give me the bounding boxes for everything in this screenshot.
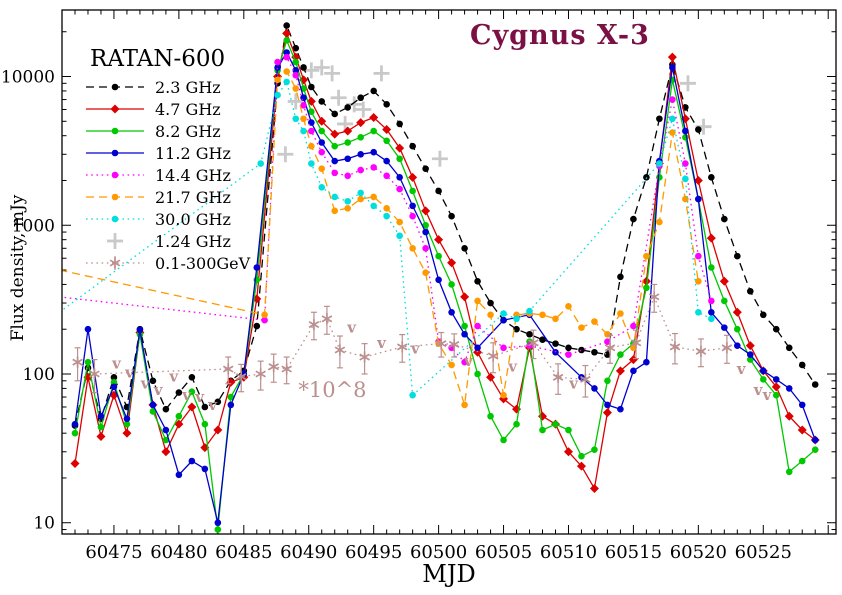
svg-text:v: v xyxy=(376,334,387,352)
svg-text:v: v xyxy=(168,368,179,386)
legend-title: RATAN-600 xyxy=(90,46,226,72)
svg-text:60500: 60500 xyxy=(410,542,467,563)
svg-text:v: v xyxy=(346,319,357,337)
svg-text:60480: 60480 xyxy=(150,542,207,563)
svg-text:v: v xyxy=(153,381,164,399)
legend-item-30.0-ghz: 30.0 GHz xyxy=(84,208,250,230)
legend-marker-21.7-ghz-icon xyxy=(86,193,144,201)
svg-text:v: v xyxy=(507,358,518,376)
legend-label: 0.1-300GeV xyxy=(155,253,251,273)
svg-text:v: v xyxy=(410,340,421,358)
legend-label: 30.0 GHz xyxy=(155,209,231,229)
y-axis-label: Flux density, mJy xyxy=(8,194,28,342)
svg-text:60525: 60525 xyxy=(735,542,792,563)
svg-text:60495: 60495 xyxy=(345,542,402,563)
legend-marker-11.2-ghz-icon xyxy=(86,149,144,157)
svg-text:100: 100 xyxy=(23,365,55,385)
svg-text:v: v xyxy=(568,375,579,393)
legend-item-21.7-ghz: 21.7 GHz xyxy=(84,186,250,208)
legend-marker-2.3-ghz-icon xyxy=(86,83,144,91)
svg-text:60475: 60475 xyxy=(85,542,142,563)
legend-label: 2.3 GHz xyxy=(155,77,221,97)
svg-text:v: v xyxy=(207,396,218,414)
legend-marker-0.1-300gev-icon xyxy=(86,256,144,270)
svg-text:v: v xyxy=(194,388,205,406)
legend-label: 11.2 GHz xyxy=(155,143,231,163)
svg-text:60515: 60515 xyxy=(605,542,662,563)
svg-text:v: v xyxy=(181,386,192,404)
legend-item-0.1-300gev: 0.1-300GeV xyxy=(84,252,250,274)
legend-marker-4.7-ghz-icon xyxy=(86,104,144,114)
legend-item-1.24-ghz: 1.24 GHz xyxy=(84,230,250,252)
legend-marker-1.24-ghz-icon xyxy=(107,233,123,249)
svg-text:*10^8: *10^8 xyxy=(298,378,366,402)
svg-text:v: v xyxy=(762,386,773,404)
svg-text:10: 10 xyxy=(33,514,55,534)
svg-text:v: v xyxy=(111,354,122,372)
svg-text:1000: 1000 xyxy=(12,216,55,236)
legend-item-11.2-ghz: 11.2 GHz xyxy=(84,142,250,164)
legend-item-14.4-ghz: 14.4 GHz xyxy=(84,164,250,186)
legend-marker-8.2-ghz-icon xyxy=(86,127,144,135)
svg-text:v: v xyxy=(124,364,135,382)
svg-text:v: v xyxy=(736,360,747,378)
legend-marker-30.0-ghz-icon xyxy=(86,215,144,223)
legend-label: 14.4 GHz xyxy=(155,165,231,185)
legend-label: 21.7 GHz xyxy=(155,187,231,207)
legend-items: 2.3 GHz 4.7 GHz 8.2 GHz 11.2 GHz 14.4 GHz 21.… xyxy=(84,76,250,274)
legend-label: 1.24 GHz xyxy=(155,231,231,251)
svg-text:v: v xyxy=(463,352,474,370)
x-axis-label: MJD xyxy=(422,560,476,588)
legend-item-4.7-ghz: 4.7 GHz xyxy=(84,98,250,120)
svg-text:60510: 60510 xyxy=(540,542,597,563)
svg-text:v: v xyxy=(140,375,151,393)
legend-label: 8.2 GHz xyxy=(155,121,221,141)
legend-marker-14.4-ghz-icon xyxy=(86,171,144,179)
legend-label: 4.7 GHz xyxy=(155,99,221,119)
legend-item-2.3-ghz: 2.3 GHz xyxy=(84,76,250,98)
svg-text:60490: 60490 xyxy=(280,542,337,563)
legend: RATAN-600 2.3 GHz 4.7 GHz 8.2 GHz 11.2 GHz 1… xyxy=(84,46,250,274)
svg-text:60505: 60505 xyxy=(475,542,532,563)
svg-text:60485: 60485 xyxy=(215,542,272,563)
svg-text:10000: 10000 xyxy=(1,68,55,88)
svg-text:v: v xyxy=(753,381,764,399)
svg-text:60520: 60520 xyxy=(670,542,727,563)
chart-title: Cygnus X-3 xyxy=(470,20,650,51)
legend-item-8.2-ghz: 8.2 GHz xyxy=(84,120,250,142)
